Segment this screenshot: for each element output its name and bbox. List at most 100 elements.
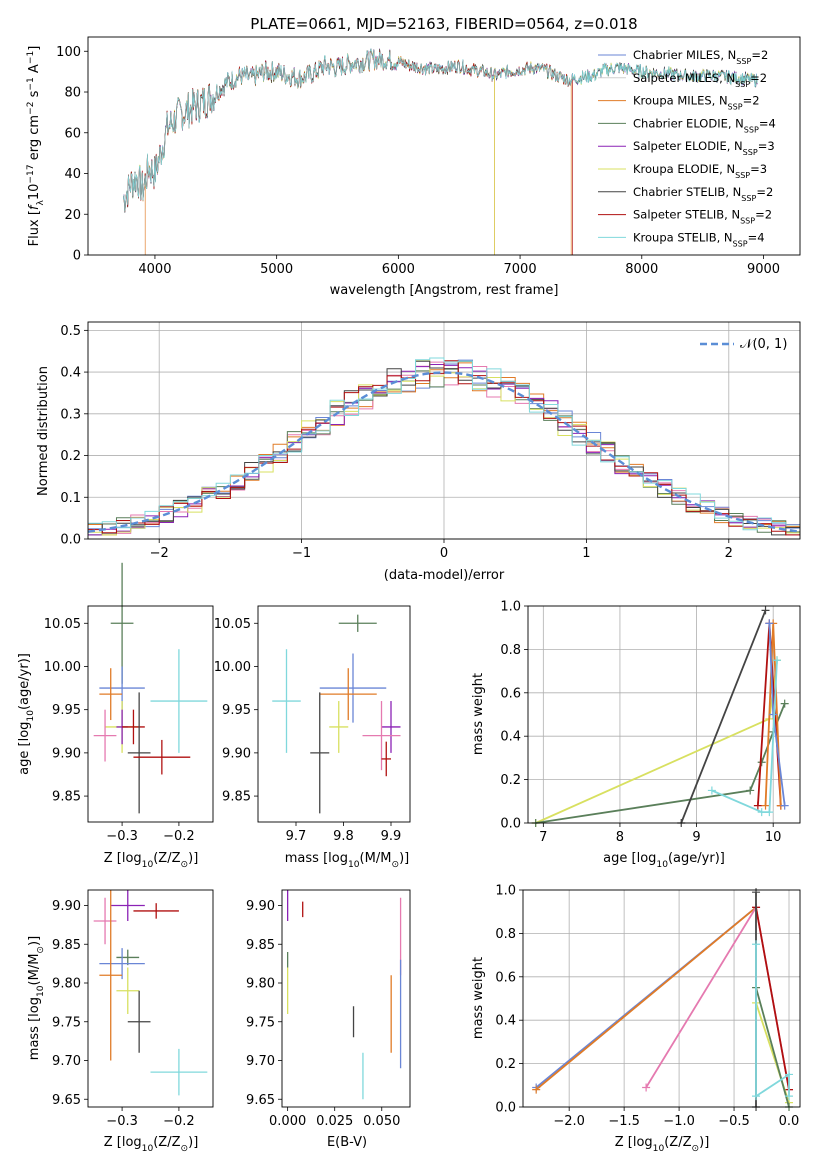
- weight-line: [755, 987, 790, 1108]
- weight-marker: [769, 710, 778, 719]
- y-tick-label: 10.00: [44, 660, 81, 675]
- weight-vs-age-lines: [531, 606, 789, 827]
- x-tick-label: −0.5: [718, 1114, 750, 1129]
- weight-marker: [780, 699, 789, 708]
- y-tick-label: 0.6: [495, 970, 516, 985]
- x-tick-label: −0.2: [163, 1114, 195, 1129]
- axes-frame: [522, 889, 801, 1108]
- x-tick-label: 5000: [260, 262, 293, 277]
- x-tick-label: −2: [150, 546, 169, 561]
- x-tick-label: −0.3: [106, 1114, 138, 1129]
- x-tick-label: −1.0: [663, 1114, 695, 1129]
- axes-frame: [281, 889, 411, 1108]
- x-tick-label: 0.050: [363, 1114, 400, 1129]
- x-tick-label: 9.9: [381, 829, 402, 844]
- y-tick-label: 9.90: [52, 746, 81, 761]
- y-tick-label: 9.70: [246, 1054, 275, 1069]
- x-tick-label: 6000: [382, 262, 415, 277]
- legend-entry: 𝒩(0, 1): [740, 337, 787, 352]
- weight-line: [680, 609, 767, 824]
- x-tick-label: 8: [616, 830, 624, 845]
- x-tick-label: 8000: [625, 262, 658, 277]
- axes-frame: [87, 321, 801, 540]
- y-tick-label: 40: [64, 167, 81, 182]
- weight-marker: [765, 619, 774, 628]
- weight-vs-z-y-label: mass weight: [471, 957, 486, 1039]
- x-tick-label: 9000: [747, 262, 780, 277]
- x-tick-label: 4000: [138, 262, 171, 277]
- weight-marker: [707, 786, 716, 795]
- y-tick-label: 0.8: [495, 927, 516, 942]
- gaussian-curve: [88, 371, 798, 533]
- x-tick-label: 9.7: [286, 829, 307, 844]
- y-tick-label: 0.4: [500, 730, 521, 745]
- weight-marker: [746, 786, 755, 795]
- x-tick-label: −1: [292, 546, 311, 561]
- y-tick-label: 9.75: [246, 1015, 275, 1030]
- legend-entry: Salpeter MILES, NSSP=2: [633, 71, 767, 89]
- y-tick-label: 9.85: [222, 790, 251, 805]
- weight-vs-age-x-label: age [log10(age/yr)]: [603, 851, 725, 870]
- weight-marker: [642, 1083, 651, 1092]
- y-tick-label: 9.70: [52, 1054, 81, 1069]
- y-tick-label: 10.00: [214, 660, 251, 675]
- x-tick-label: 7: [539, 830, 547, 845]
- x-tick-label: 2: [725, 546, 733, 561]
- y-tick-label: 9.75: [52, 1015, 81, 1030]
- age-vs-mass-axes: [254, 622, 392, 826]
- x-tick-label: 1: [582, 546, 590, 561]
- x-tick-label: 7000: [504, 262, 537, 277]
- weight-vs-age-y-label: mass weight: [471, 673, 486, 755]
- axes-frame: [87, 605, 214, 823]
- y-tick-label: 0.2: [500, 773, 521, 788]
- y-tick-label: 9.90: [52, 899, 81, 914]
- age-vs-z-y-label: age [log10(age/yr)]: [17, 653, 36, 775]
- spectrum-line-salpeter-stelib: [122, 50, 573, 255]
- axes-frame: [527, 605, 801, 824]
- y-tick-label: 0.2: [495, 1057, 516, 1072]
- legend-entry: Chabrier ELODIE, NSSP=4: [633, 116, 776, 133]
- histograms: [88, 357, 800, 536]
- weight-vs-z-axes: [519, 889, 800, 1111]
- legend-entry: Kroupa STELIB, NSSP=4: [633, 230, 765, 248]
- y-tick-label: 0.0: [60, 533, 81, 548]
- y-tick-label: 0.4: [495, 1014, 516, 1029]
- weight-marker: [785, 1070, 794, 1079]
- y-tick-label: 9.95: [52, 703, 81, 718]
- y-tick-label: 9.80: [246, 977, 275, 992]
- age-vs-z-axes: [84, 622, 180, 826]
- weight-marker: [765, 808, 774, 817]
- weight-marker: [780, 801, 789, 810]
- y-tick-label: 1.0: [500, 600, 521, 615]
- y-tick-label: 0.0: [500, 817, 521, 832]
- weight-marker: [757, 808, 766, 817]
- y-tick-label: 80: [64, 86, 81, 101]
- weight-line: [535, 906, 757, 1091]
- x-tick-label: 0.000: [269, 1114, 306, 1129]
- spectrum-lines: [122, 47, 758, 255]
- y-tick-label: 10.05: [214, 617, 251, 632]
- axes-frame: [87, 36, 801, 256]
- mass-vs-z-x-label: Z [log10(Z/Z⊙)]: [104, 1135, 199, 1154]
- y-tick-label: 0.5: [60, 324, 81, 339]
- legend-entry: Chabrier STELIB, NSSP=2: [633, 185, 773, 203]
- weight-marker: [752, 888, 761, 897]
- mass-vs-z-axes: [84, 905, 180, 1111]
- x-tick-label: 9: [692, 830, 700, 845]
- weight-marker: [785, 1092, 794, 1101]
- spectrum-line-kroupa-stelib: [122, 47, 758, 212]
- mass-vs-z-y-label: mass [log10(M/M⊙)]: [27, 936, 46, 1060]
- spectrum-x-label: wavelength [Angstrom, rest frame]: [330, 283, 559, 298]
- axes-frame: [257, 605, 411, 823]
- histogram-salpeter-stelib: [88, 360, 800, 536]
- legend-entry: Salpeter STELIB, NSSP=2: [633, 208, 772, 226]
- age-vs-z-x-label: Z [log10(Z/Z⊙)]: [104, 851, 199, 870]
- x-tick-label: 0.025: [316, 1114, 353, 1129]
- y-tick-label: 9.65: [246, 1093, 275, 1108]
- spectrum-title: PLATE=0661, MJD=52163, FIBERID=0564, z=0…: [250, 15, 637, 33]
- weight-marker: [761, 801, 770, 810]
- y-tick-label: 9.85: [52, 938, 81, 953]
- x-tick-label: −1.5: [608, 1114, 640, 1129]
- histogram-kroupa-stelib: [88, 357, 800, 536]
- weight-marker: [773, 656, 782, 665]
